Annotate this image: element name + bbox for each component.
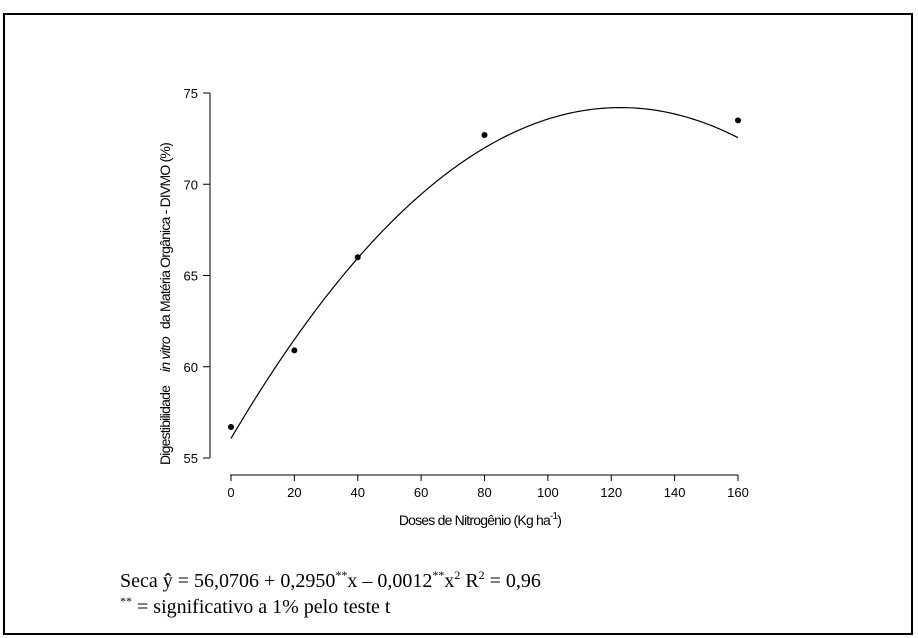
y-tick-label: 65: [184, 269, 198, 284]
x-tick-label: 100: [537, 485, 559, 500]
data-point: [481, 131, 488, 138]
regression-equation: Seca ŷ = 56,0706 + 0,2950**x – 0,0012**x…: [120, 568, 541, 592]
x-tick-label: 20: [287, 485, 301, 500]
x-tick-label: 0: [227, 485, 234, 500]
x-tick-label: 40: [351, 485, 365, 500]
y-axis-label: Digestibilidadein vitroda Matéria Orgâni…: [157, 143, 173, 465]
data-point: [354, 254, 361, 261]
x-tick-label: 80: [477, 485, 491, 500]
y-tick-label: 55: [184, 451, 198, 466]
x-axis-label: Doses de Nitrogênio (Kg ha-1): [399, 511, 561, 528]
x-tick-label: 140: [664, 485, 686, 500]
fit-curve: [230, 106, 739, 439]
x-tick-label: 60: [414, 485, 428, 500]
y-tick-label: 60: [184, 360, 198, 375]
data-point: [291, 347, 298, 354]
y-tick-label: 70: [184, 177, 198, 192]
figure-frame: [3, 13, 913, 635]
x-tick-label: 160: [727, 485, 749, 500]
data-point: [735, 117, 741, 124]
y-tick-label: 75: [184, 86, 198, 101]
x-tick-label: 120: [600, 485, 622, 500]
significance-note: ** = significativo a 1% pelo teste t: [120, 594, 391, 618]
data-point: [228, 423, 234, 430]
